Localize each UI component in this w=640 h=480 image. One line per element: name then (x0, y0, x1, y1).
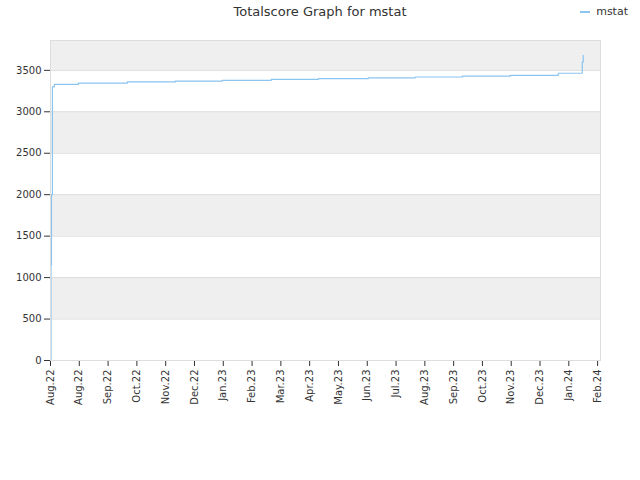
svg-text:Sep.23: Sep.23 (448, 370, 459, 405)
svg-text:500: 500 (22, 313, 41, 324)
svg-text:Aug.22: Aug.22 (45, 370, 56, 405)
svg-text:2000: 2000 (16, 189, 41, 200)
svg-text:1500: 1500 (16, 230, 41, 241)
svg-text:Dec.23: Dec.23 (534, 370, 545, 405)
svg-text:Apr.23: Apr.23 (304, 370, 315, 402)
svg-text:Jan.23: Jan.23 (217, 370, 228, 402)
svg-text:Jul.23: Jul.23 (390, 370, 401, 399)
svg-text:0: 0 (35, 355, 41, 366)
svg-text:Jan.24: Jan.24 (563, 370, 574, 402)
svg-text:Oct.23: Oct.23 (477, 370, 488, 403)
svg-text:Jun.23: Jun.23 (361, 370, 372, 403)
svg-text:2500: 2500 (16, 147, 41, 158)
svg-text:May.23: May.23 (333, 370, 344, 405)
svg-text:Aug.22: Aug.22 (73, 370, 84, 405)
svg-text:3500: 3500 (16, 65, 41, 76)
svg-text:Dec.22: Dec.22 (189, 370, 200, 405)
svg-text:Sep.22: Sep.22 (102, 370, 113, 405)
html-text:Totalscore Graph for mstat: Totalscore Graph for mstat (233, 4, 407, 19)
svg-text:Nov.23: Nov.23 (505, 370, 516, 405)
svg-text:Feb.24: Feb.24 (592, 370, 603, 404)
svg-text:Oct.22: Oct.22 (131, 370, 142, 403)
svg-text:3000: 3000 (16, 106, 41, 117)
svg-text:1000: 1000 (16, 272, 41, 283)
svg-text:Feb.23: Feb.23 (246, 370, 257, 404)
svg-text:Aug.23: Aug.23 (419, 370, 430, 405)
html-text:mstat: mstat (596, 5, 628, 18)
svg-text:Mar.23: Mar.23 (275, 370, 286, 404)
svg-text:Nov.22: Nov.22 (160, 370, 171, 405)
